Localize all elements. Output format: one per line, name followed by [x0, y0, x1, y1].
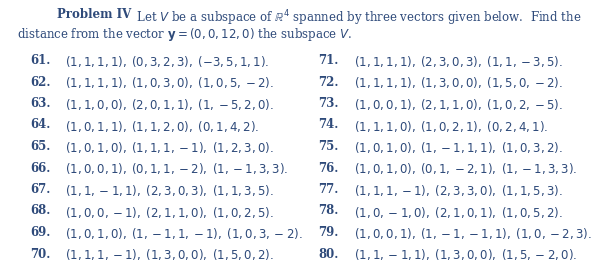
- Text: $(1, 1, 1, 1),\; (1, 0, 3, 0),\; (1, 0, 5, -2).$: $(1, 1, 1, 1),\; (1, 0, 3, 0),\; (1, 0, …: [65, 76, 274, 90]
- Text: $(1, 0, 1, 0),\; (1, -1, 1, -1),\; (1, 0, 3, -2).$: $(1, 0, 1, 0),\; (1, -1, 1, -1),\; (1, 0…: [65, 226, 302, 241]
- Text: $(1, 1, 1, 1),\; (1, 3, 0, 0),\; (1, 5, 0, -2).$: $(1, 1, 1, 1),\; (1, 3, 0, 0),\; (1, 5, …: [354, 76, 563, 90]
- Text: 75.: 75.: [318, 140, 338, 153]
- Text: 71.: 71.: [318, 54, 338, 67]
- Text: 69.: 69.: [30, 226, 51, 239]
- Text: $(1, 1, 1, -1),\; (2, 3, 3, 0),\; (1, 1, 5, 3).$: $(1, 1, 1, -1),\; (2, 3, 3, 0),\; (1, 1,…: [354, 183, 563, 198]
- Text: $(1, 0, 0, 1),\; (1, -1, -1, 1),\; (1, 0, -2, 3).$: $(1, 0, 0, 1),\; (1, -1, -1, 1),\; (1, 0…: [354, 226, 591, 241]
- Text: $(1, 1, -1, 1),\; (1, 3, 0, 0),\; (1, 5, -2, 0).$: $(1, 1, -1, 1),\; (1, 3, 0, 0),\; (1, 5,…: [354, 248, 577, 262]
- Text: $(1, 1, -1, 1),\; (2, 3, 0, 3),\; (1, 1, 3, 5).$: $(1, 1, -1, 1),\; (2, 3, 0, 3),\; (1, 1,…: [65, 183, 274, 198]
- Text: 80.: 80.: [318, 248, 338, 261]
- Text: 76.: 76.: [318, 161, 338, 174]
- Text: 78.: 78.: [318, 204, 338, 218]
- Text: 73.: 73.: [318, 97, 339, 110]
- Text: Problem IV: Problem IV: [57, 8, 131, 21]
- Text: distance from the vector $\mathbf{y} = (0, 0, 12, 0)$ the subspace $V$.: distance from the vector $\mathbf{y} = (…: [17, 26, 352, 43]
- Text: $(1, 1, 0, 0),\; (2, 0, 1, 1),\; (1, -5, 2, 0).$: $(1, 1, 0, 0),\; (2, 0, 1, 1),\; (1, -5,…: [65, 97, 274, 112]
- Text: $(1, 0, 0, -1),\; (2, 1, 1, 0),\; (1, 0, 2, 5).$: $(1, 0, 0, -1),\; (2, 1, 1, 0),\; (1, 0,…: [65, 204, 274, 220]
- Text: 67.: 67.: [30, 183, 51, 196]
- Text: $(1, 0, 0, 1),\; (0, 1, 1, -2),\; (1, -1, 3, 3).$: $(1, 0, 0, 1),\; (0, 1, 1, -2),\; (1, -1…: [65, 161, 288, 177]
- Text: $(1, 0, 1, 0),\; (1, -1, 1, 1),\; (1, 0, 3, 2).$: $(1, 0, 1, 0),\; (1, -1, 1, 1),\; (1, 0,…: [354, 140, 563, 155]
- Text: 79.: 79.: [318, 226, 338, 239]
- Text: 70.: 70.: [30, 248, 51, 261]
- Text: $(1, 1, 1, 1),\; (0, 3, 2, 3),\; (-3, 5, 1, 1).$: $(1, 1, 1, 1),\; (0, 3, 2, 3),\; (-3, 5,…: [65, 54, 269, 69]
- Text: $(1, 0, 0, 1),\; (2, 1, 1, 0),\; (1, 0, 2, -5).$: $(1, 0, 0, 1),\; (2, 1, 1, 0),\; (1, 0, …: [354, 97, 563, 112]
- Text: $(1, 0, 1, 0),\; (1, 1, 1, -1),\; (1, 2, 3, 0).$: $(1, 0, 1, 0),\; (1, 1, 1, -1),\; (1, 2,…: [65, 140, 274, 155]
- Text: 74.: 74.: [318, 119, 338, 131]
- Text: 63.: 63.: [30, 97, 51, 110]
- Text: 66.: 66.: [30, 161, 51, 174]
- Text: $(1, 0, 1, 0),\; (0, 1, -2, 1),\; (1, -1, 3, 3).$: $(1, 0, 1, 0),\; (0, 1, -2, 1),\; (1, -1…: [354, 161, 577, 177]
- Text: $(1, 1, 1, 0),\; (1, 0, 2, 1),\; (0, 2, 4, 1).$: $(1, 1, 1, 0),\; (1, 0, 2, 1),\; (0, 2, …: [354, 119, 548, 133]
- Text: 65.: 65.: [30, 140, 51, 153]
- Text: 62.: 62.: [30, 76, 51, 89]
- Text: Let $V$ be a subspace of $\mathbb{R}^4$ spanned by three vectors given below.  F: Let $V$ be a subspace of $\mathbb{R}^4$ …: [129, 8, 582, 28]
- Text: $(1, 1, 1, -1),\; (1, 3, 0, 0),\; (1, 5, 0, 2).$: $(1, 1, 1, -1),\; (1, 3, 0, 0),\; (1, 5,…: [65, 248, 274, 262]
- Text: 61.: 61.: [30, 54, 51, 67]
- Text: 77.: 77.: [318, 183, 338, 196]
- Text: 64.: 64.: [30, 119, 51, 131]
- Text: $(1, 1, 1, 1),\; (2, 3, 0, 3),\; (1, 1, -3, 5).$: $(1, 1, 1, 1),\; (2, 3, 0, 3),\; (1, 1, …: [354, 54, 563, 69]
- Text: $(1, 0, -1, 0),\; (2, 1, 0, 1),\; (1, 0, 5, 2).$: $(1, 0, -1, 0),\; (2, 1, 0, 1),\; (1, 0,…: [354, 204, 563, 220]
- Text: 68.: 68.: [30, 204, 51, 218]
- Text: $(1, 0, 1, 1),\; (1, 1, 2, 0),\; (0, 1, 4, 2).$: $(1, 0, 1, 1),\; (1, 1, 2, 0),\; (0, 1, …: [65, 119, 259, 133]
- Text: 72.: 72.: [318, 76, 339, 89]
